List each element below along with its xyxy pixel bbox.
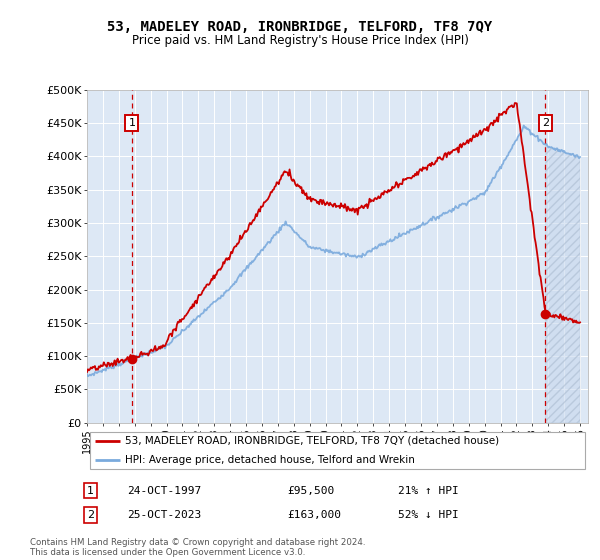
Text: 24-OCT-1997: 24-OCT-1997 [127,486,202,496]
Text: £163,000: £163,000 [287,510,341,520]
Text: Price paid vs. HM Land Registry's House Price Index (HPI): Price paid vs. HM Land Registry's House … [131,34,469,46]
Text: 1: 1 [128,118,136,128]
FancyBboxPatch shape [89,432,586,469]
Text: 21% ↑ HPI: 21% ↑ HPI [398,486,458,496]
Text: 52% ↓ HPI: 52% ↓ HPI [398,510,458,520]
Text: Contains HM Land Registry data © Crown copyright and database right 2024.
This d: Contains HM Land Registry data © Crown c… [30,538,365,557]
Text: 2: 2 [542,118,549,128]
Text: 53, MADELEY ROAD, IRONBRIDGE, TELFORD, TF8 7QY (detached house): 53, MADELEY ROAD, IRONBRIDGE, TELFORD, T… [125,436,499,446]
Text: HPI: Average price, detached house, Telford and Wrekin: HPI: Average price, detached house, Telf… [125,455,415,465]
Text: 1: 1 [87,486,94,496]
Text: 2: 2 [87,510,94,520]
Text: 53, MADELEY ROAD, IRONBRIDGE, TELFORD, TF8 7QY: 53, MADELEY ROAD, IRONBRIDGE, TELFORD, T… [107,20,493,34]
Text: 25-OCT-2023: 25-OCT-2023 [127,510,202,520]
Text: £95,500: £95,500 [287,486,335,496]
